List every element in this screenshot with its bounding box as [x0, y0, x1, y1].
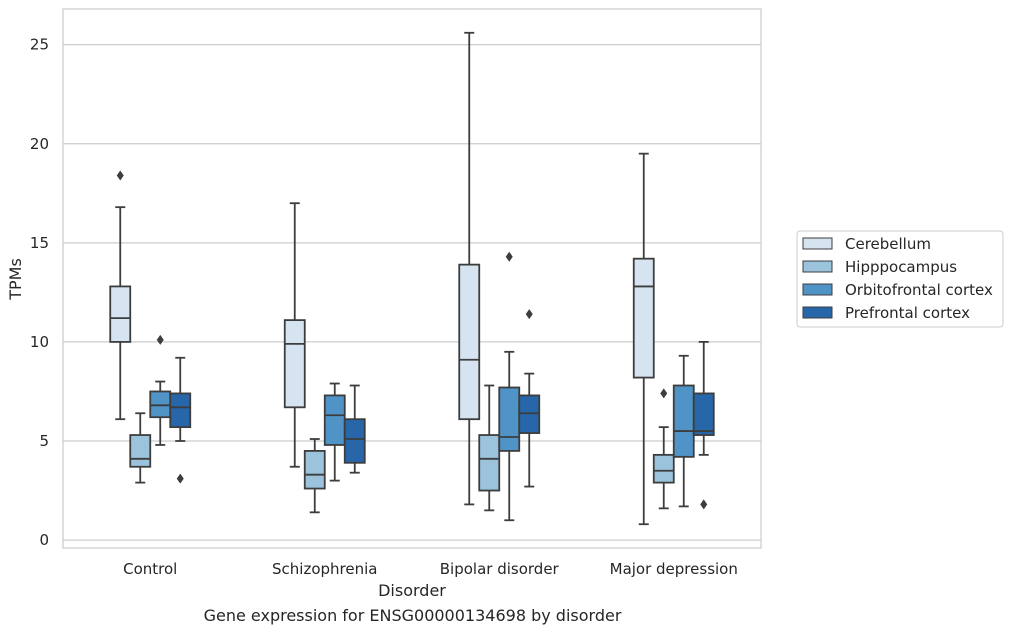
box-body: [169, 392, 192, 429]
outlier-point: [700, 499, 708, 510]
box-body: [149, 390, 172, 419]
box-2-0: [149, 334, 172, 446]
box-0-1: [283, 202, 306, 468]
legend-label: Orbitofrontal cortex: [845, 281, 993, 299]
y-axis-ticks: 0 5 10 15 20 25: [30, 36, 49, 549]
box-body: [129, 434, 152, 468]
y-tick-label: 0: [39, 531, 49, 549]
box-body: [692, 392, 715, 436]
x-tick-label: Control: [123, 560, 177, 578]
box-body: [672, 384, 695, 458]
x-tick-label: Major depression: [610, 560, 738, 578]
box-1-3: [652, 388, 675, 510]
box-0-2: [458, 31, 481, 506]
legend-label: Cerebellum: [845, 235, 931, 253]
legend-label: Hipppocampus: [845, 258, 957, 276]
legend: Cerebellum Hipppocampus Orbitofrontal cort…: [796, 230, 1004, 328]
box-body: [498, 386, 521, 452]
box-3-3: [692, 341, 715, 510]
x-tick-label: Bipolar disorder: [440, 560, 560, 578]
box-body: [303, 450, 326, 490]
y-axis-label: TPMs: [6, 258, 25, 301]
box-body: [518, 394, 541, 434]
outlier-point: [156, 334, 164, 345]
box-2-3: [672, 354, 695, 508]
legend-label: Prefrontal cortex: [845, 304, 970, 322]
legend-swatch: [802, 306, 833, 319]
legend-swatch: [802, 237, 833, 250]
y-tick-label: 15: [30, 234, 49, 252]
outlier-point: [176, 473, 184, 484]
box-3-1: [343, 384, 366, 474]
box-body: [343, 418, 366, 464]
box-0-0: [109, 170, 132, 421]
legend-swatch: [802, 260, 833, 273]
y-tick-label: 10: [30, 333, 49, 351]
box-body: [283, 319, 306, 409]
outlier-point: [660, 388, 668, 399]
plot-frame: [62, 8, 762, 549]
box-marks: [109, 31, 715, 526]
x-axis-ticks: Control Schizophrenia Bipolar disorder Majo…: [123, 560, 738, 578]
box-body: [458, 263, 481, 421]
x-axis-label: Disorder: [378, 581, 446, 600]
box-body: [109, 285, 132, 343]
box-body: [652, 453, 675, 484]
box-3-0: [169, 356, 192, 484]
box-2-2: [498, 251, 521, 522]
box-2-1: [323, 382, 346, 482]
box-body: [478, 434, 501, 492]
box-1-0: [129, 412, 152, 484]
outlier-point: [116, 170, 124, 181]
box-1-2: [478, 384, 501, 512]
outlier-point: [505, 251, 513, 262]
y-tick-label: 5: [39, 432, 49, 450]
legend-swatch: [802, 283, 833, 296]
box-3-2: [518, 309, 541, 488]
y-tick-label: 25: [30, 36, 49, 54]
box-body: [323, 394, 346, 446]
box-0-3: [632, 152, 655, 526]
chart-caption: Gene expression for ENSG00000134698 by d…: [203, 606, 622, 625]
x-tick-label: Schizophrenia: [272, 560, 377, 578]
box-body: [632, 257, 655, 379]
outlier-point: [525, 309, 533, 320]
legend-frame: [796, 230, 1004, 328]
box-1-1: [303, 438, 326, 514]
y-tick-label: 20: [30, 135, 49, 153]
